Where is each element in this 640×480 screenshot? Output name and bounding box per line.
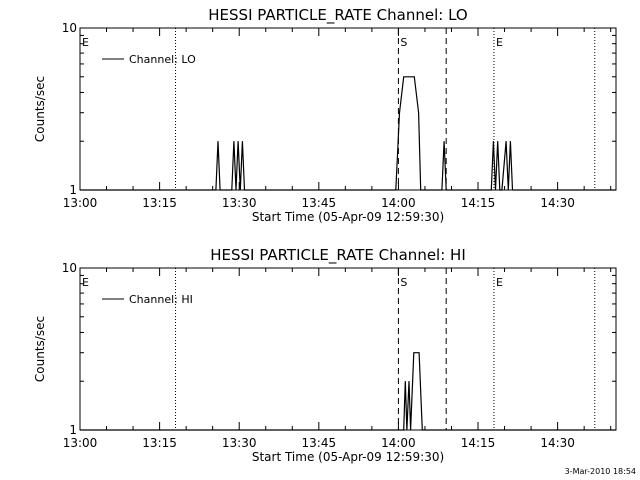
- x-tick-label: 13:45: [302, 436, 337, 450]
- chart-title: HESSI PARTICLE_RATE Channel: HI: [210, 246, 466, 265]
- y-tick-label: 1: [69, 183, 77, 197]
- x-tick-label: 13:30: [222, 196, 257, 210]
- x-tick-label: 14:00: [381, 436, 416, 450]
- series-line: [80, 352, 616, 431]
- y-axis-label: Counts/sec: [33, 76, 47, 142]
- x-tick-label: 14:30: [540, 436, 575, 450]
- x-tick-label: 13:15: [142, 436, 177, 450]
- x-tick-label: 13:30: [222, 436, 257, 450]
- annotation-label: E: [496, 36, 503, 49]
- chart-title: HESSI PARTICLE_RATE Channel: LO: [208, 6, 467, 25]
- x-tick-label: 14:15: [461, 436, 496, 450]
- y-tick-label: 10: [62, 261, 77, 275]
- x-tick-label: 14:00: [381, 196, 416, 210]
- annotation-label: E: [496, 276, 503, 289]
- annotation-label: E: [82, 36, 89, 49]
- x-tick-label: 13:00: [63, 436, 98, 450]
- x-tick-label: 14:30: [540, 196, 575, 210]
- annotation-label: S: [400, 36, 407, 49]
- x-axis-label: Start Time (05-Apr-09 12:59:30): [252, 450, 444, 464]
- annotation-label: S: [400, 276, 407, 289]
- x-tick-label: 13:15: [142, 196, 177, 210]
- footer-timestamp: 3-Mar-2010 18:54: [564, 467, 636, 476]
- x-tick-label: 14:15: [461, 196, 496, 210]
- annotation-label: E: [82, 276, 89, 289]
- chart-panel-0: HESSI PARTICLE_RATE Channel: LO 1 10 Counts…: [33, 6, 617, 224]
- y-tick-label: 10: [62, 21, 77, 35]
- y-axis-label: Counts/sec: [33, 316, 47, 382]
- legend-entry: Channel: LO: [129, 53, 196, 66]
- series-line: [80, 76, 616, 191]
- x-tick-label: 13:45: [302, 196, 337, 210]
- x-tick-label: 13:00: [63, 196, 98, 210]
- x-axis-label: Start Time (05-Apr-09 12:59:30): [252, 210, 444, 224]
- legend-entry: Channel: HI: [129, 293, 193, 306]
- y-tick-label: 1: [69, 423, 77, 437]
- chart-panel-1: HESSI PARTICLE_RATE Channel: HI 1 10 Counts…: [33, 246, 617, 464]
